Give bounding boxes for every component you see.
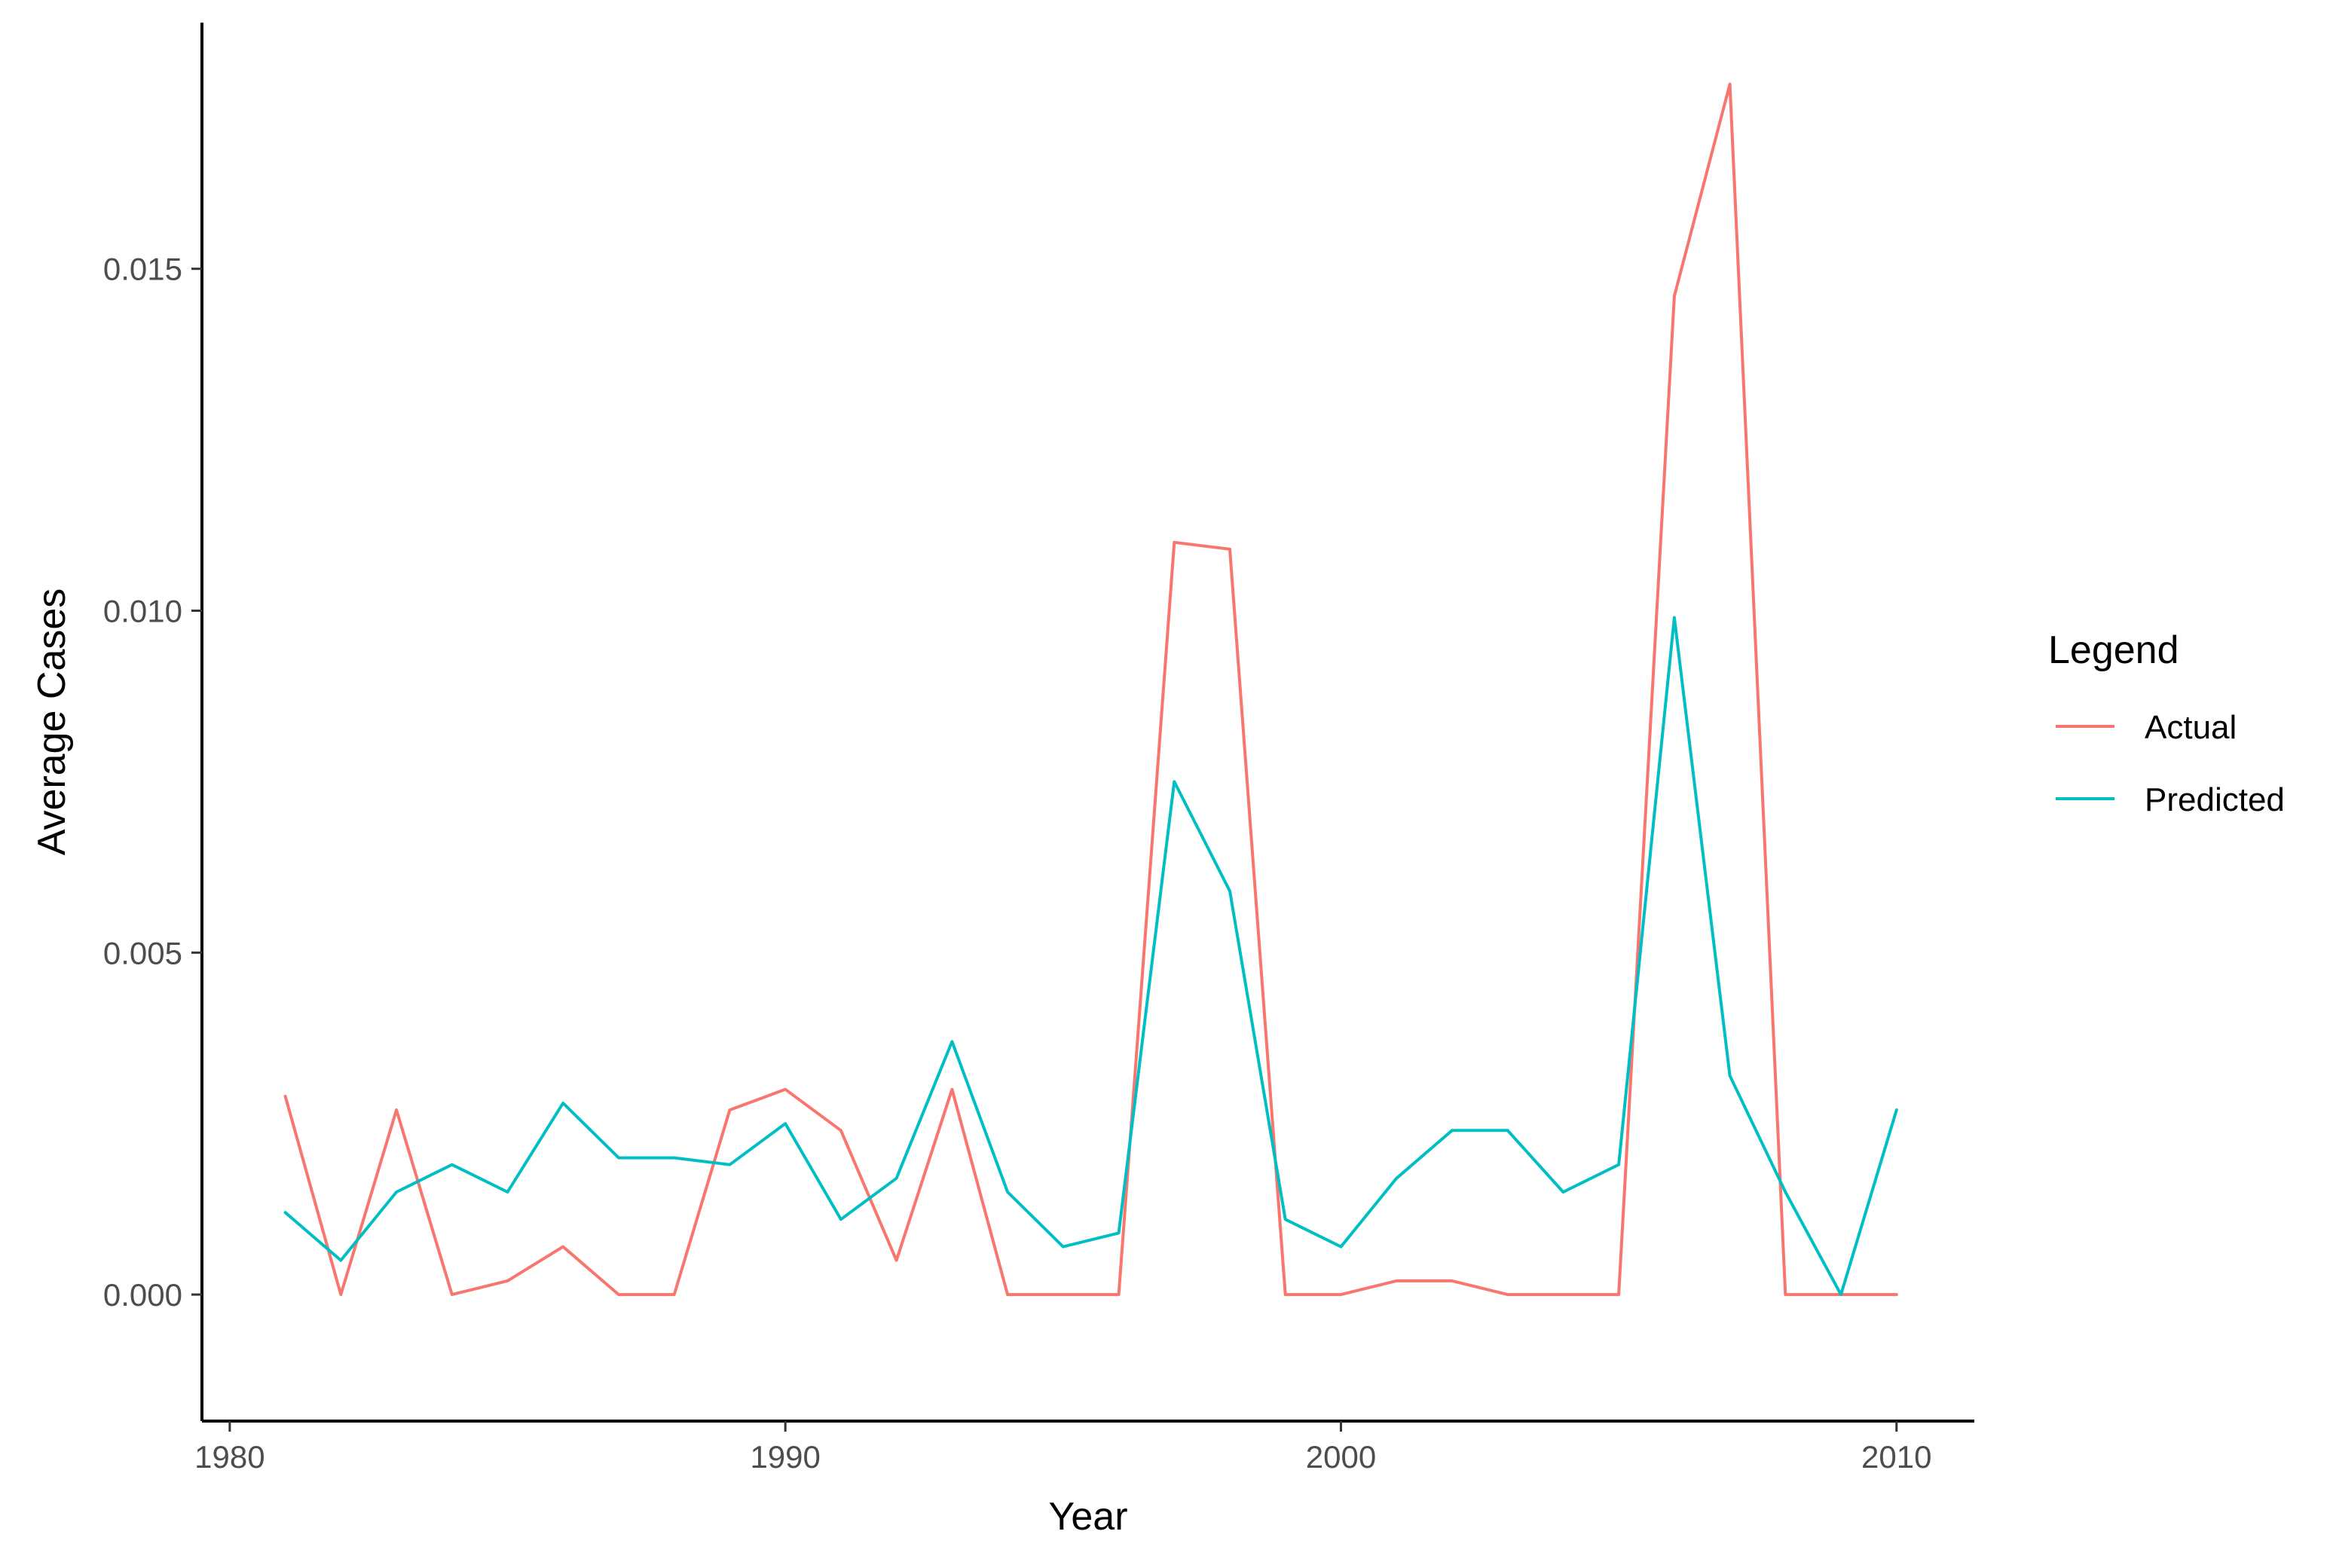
legend: Legend Actual Predicted (2048, 628, 2285, 818)
y-tick-label: 0.005 (103, 935, 182, 970)
x-tick-label: 2000 (1306, 1439, 1376, 1475)
series-line-actual (283, 82, 1898, 1297)
x-axis-title: Year (1048, 1495, 1127, 1539)
legend-label-actual: Actual (2145, 709, 2237, 746)
y-axis-ticks: 0.000 0.005 0.010 0.015 (103, 252, 202, 1313)
x-tick-label: 1980 (194, 1439, 264, 1475)
legend-label-predicted: Predicted (2145, 781, 2285, 818)
series-line-predicted (283, 616, 1898, 1297)
y-tick-label: 0.000 (103, 1277, 182, 1313)
legend-items: Actual Predicted (2056, 709, 2285, 818)
y-tick-label: 0.015 (103, 252, 182, 287)
x-axis-ticks: 1980 1990 2000 2010 (194, 1421, 1931, 1475)
y-tick-label: 0.010 (103, 594, 182, 629)
series-layer (283, 82, 1898, 1297)
x-tick-label: 2010 (1861, 1439, 1931, 1475)
legend-title: Legend (2048, 628, 2179, 672)
x-tick-label: 1990 (750, 1439, 820, 1475)
y-axis-title: Average Cases (30, 588, 74, 856)
